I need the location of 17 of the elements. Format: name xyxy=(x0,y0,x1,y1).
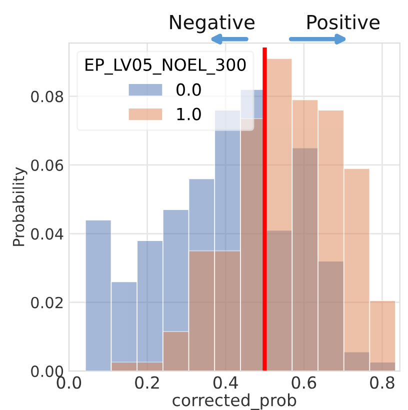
x-tick-label: 0.6 xyxy=(292,376,316,389)
text: Negative xyxy=(170,14,254,34)
y-tick-label: 0.06 xyxy=(31,159,64,171)
legend-label: 0.0 xyxy=(176,83,201,96)
x-axis-title: corrected_prob xyxy=(172,393,296,410)
x-tick-label: 0.2 xyxy=(135,376,159,389)
y-axis-title: Probability xyxy=(12,167,28,246)
x-tick-label: 0.0 xyxy=(56,376,82,389)
y-tick-label: 0.08 xyxy=(31,90,64,102)
legend-title: EP_LV05_NOEL_300 xyxy=(86,58,246,75)
y-tick-label: 0.00 xyxy=(31,366,64,378)
y-tick-label: 0.04 xyxy=(31,228,64,240)
x-tick-label: 0.4 xyxy=(213,376,238,389)
legend-label: 1.0 xyxy=(177,108,201,120)
y-tick-label: 0.02 xyxy=(31,296,63,308)
x-tick-label: 0.8 xyxy=(370,376,394,389)
text: Positive xyxy=(307,14,380,30)
